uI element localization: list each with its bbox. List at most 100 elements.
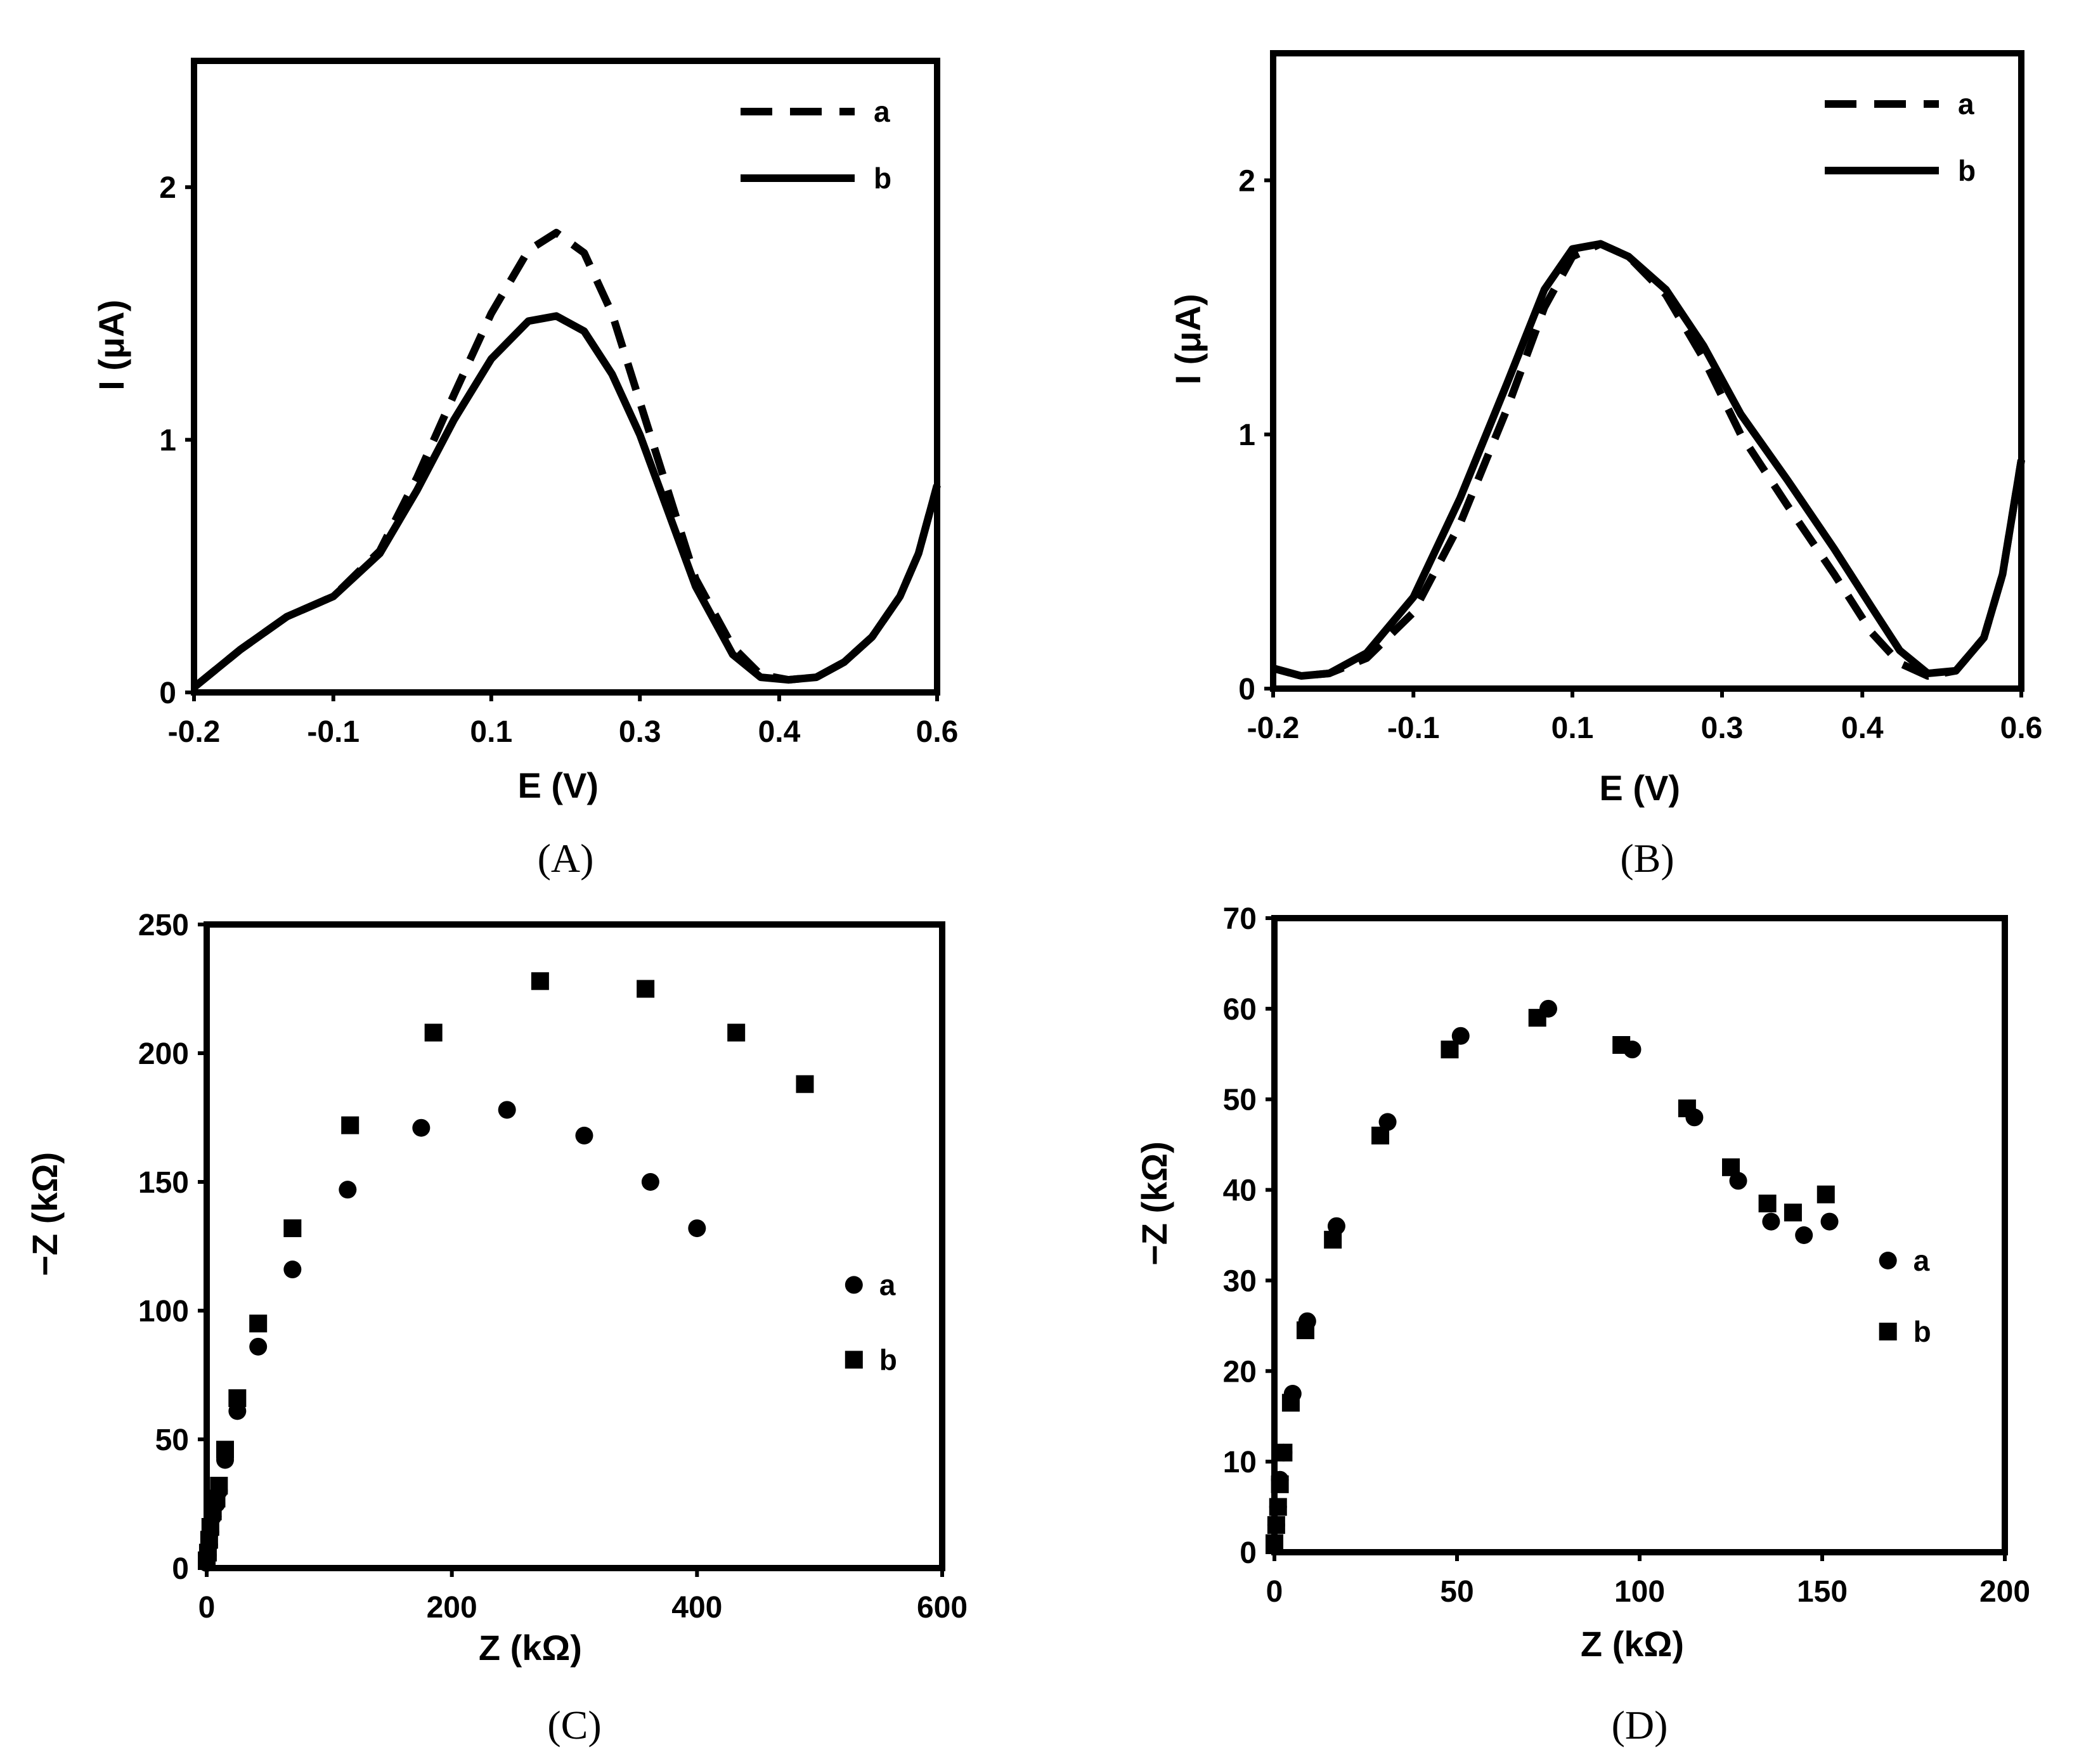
legend-marker-b (1879, 1323, 1897, 1340)
legend-marker-a (845, 1276, 863, 1294)
point-b (1371, 1126, 1390, 1145)
point-b (283, 1219, 302, 1238)
x-tick-label: 0 (198, 1591, 216, 1625)
point-b (1758, 1195, 1777, 1212)
panel-label: (B) (1620, 836, 1674, 881)
y-tick-label: 60 (1223, 993, 1257, 1027)
y-tick-label: 1 (1238, 418, 1255, 452)
point-a (1795, 1226, 1813, 1244)
y-tick-label: 150 (138, 1166, 189, 1200)
y-tick-label: 0 (159, 677, 176, 710)
plot-frame (204, 921, 945, 1571)
x-tick-label: 50 (1440, 1575, 1473, 1609)
x-tick-label: 0.6 (2000, 711, 2043, 745)
point-b (228, 1389, 247, 1408)
point-b (1784, 1203, 1802, 1222)
x-tick-label: -0.2 (168, 715, 221, 749)
legend-marker-a (1879, 1252, 1897, 1269)
chart-panel-c: 0 50 100 150 200 250 0 200 400 600 Z (kΩ) −Z (kΩ) (C… (25, 909, 968, 1748)
x-tick-label: 0.4 (1841, 711, 1884, 745)
y-tick-label: 0 (172, 1552, 189, 1586)
legend-marker-b (845, 1351, 863, 1369)
legend-label-a: a (1958, 88, 1974, 120)
y-tick-label: 70 (1223, 902, 1257, 936)
chart-panel-d: 0 10 20 30 40 50 60 70 0 50 100 150 200 Z (kΩ) −Z (kΩ)… (1134, 902, 2030, 1748)
point-b (1722, 1158, 1740, 1176)
point-a (339, 1181, 357, 1199)
point-b (727, 1023, 746, 1042)
point-a (641, 1173, 659, 1191)
plot-frame (191, 58, 940, 696)
y-tick-label: 100 (138, 1295, 189, 1328)
y-axis-label: I (μA) (1168, 294, 1208, 384)
y-tick-label: 200 (138, 1037, 189, 1071)
point-a (1762, 1212, 1780, 1231)
point-a (1327, 1217, 1345, 1235)
x-axis-label: E (V) (517, 765, 599, 805)
legend-label-a: a (874, 95, 890, 128)
x-axis-label: E (V) (1599, 768, 1680, 808)
x-tick-label: 0.1 (1551, 711, 1594, 745)
y-tick-label: 20 (1223, 1355, 1257, 1389)
point-b (1269, 1498, 1287, 1516)
point-a (1451, 1027, 1470, 1045)
panel-label: (D) (1612, 1702, 1668, 1748)
y-tick-label: 40 (1223, 1174, 1257, 1208)
y-axis-label: I (μA) (91, 300, 131, 391)
point-a (688, 1219, 706, 1238)
point-b (1296, 1321, 1314, 1339)
y-axis-label: −Z (kΩ) (1134, 1141, 1174, 1266)
point-b (216, 1441, 234, 1459)
panel-label: (C) (547, 1702, 601, 1748)
point-b (1441, 1041, 1459, 1059)
point-b (1324, 1231, 1342, 1249)
x-axis-label: Z (kΩ) (1581, 1624, 1684, 1664)
y-tick-label: 10 (1223, 1446, 1257, 1479)
y-tick-label: 250 (138, 909, 189, 942)
series-line-b (1272, 240, 2025, 680)
point-a (1729, 1172, 1747, 1190)
x-tick-label: 0.1 (470, 715, 512, 749)
x-tick-label: 600 (917, 1591, 968, 1625)
x-tick-label: 400 (671, 1591, 722, 1625)
point-b (1281, 1394, 1300, 1412)
y-tick-label: 50 (155, 1424, 189, 1457)
x-tick-label: 0.4 (758, 715, 801, 749)
chart-panel-a: 0 1 2 -0.2 -0.1 0.1 0.3 0.4 0.6 E (V) I (μA) (A) a b (91, 58, 959, 881)
point-b (1678, 1099, 1696, 1117)
point-a (1378, 1113, 1397, 1131)
point-a (575, 1126, 593, 1145)
point-b (1274, 1443, 1293, 1462)
point-b (1528, 1009, 1546, 1027)
y-tick-label: 2 (159, 171, 176, 205)
point-a (1820, 1212, 1839, 1231)
x-tick-label: 0 (1266, 1575, 1283, 1609)
series-line-a (1272, 240, 2025, 680)
point-b (201, 1518, 219, 1536)
x-tick-label: -0.1 (1387, 711, 1440, 745)
point-a (412, 1119, 431, 1137)
panel-label: (A) (538, 836, 594, 881)
y-tick-label: 1 (159, 424, 176, 458)
point-b (1267, 1516, 1285, 1534)
y-tick-label: 30 (1223, 1264, 1257, 1298)
legend-label-b: b (1914, 1315, 1931, 1348)
point-b (531, 972, 549, 990)
point-b (424, 1023, 443, 1042)
legend-label-b: b (874, 162, 891, 195)
x-tick-label: -0.2 (1247, 711, 1300, 745)
plot-frame (1271, 915, 2008, 1555)
series-line-b (191, 312, 941, 691)
legend-label-a: a (879, 1268, 896, 1301)
point-b (796, 1075, 814, 1093)
point-b (1817, 1185, 1835, 1203)
point-a (283, 1261, 302, 1279)
x-tick-label: -0.1 (307, 715, 359, 749)
plot-frame (1270, 50, 2024, 692)
point-a (498, 1101, 516, 1119)
point-b (637, 980, 655, 998)
legend-label-b: b (879, 1343, 897, 1376)
x-tick-label: 0.6 (916, 715, 959, 749)
y-tick-label: 0 (1238, 673, 1255, 706)
